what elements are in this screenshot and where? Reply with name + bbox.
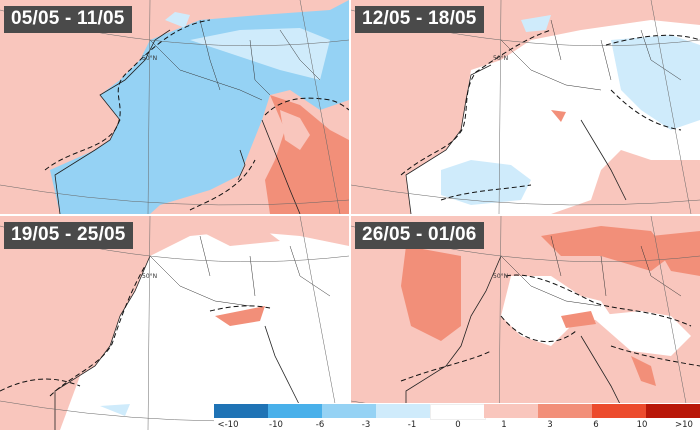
latitude-label: 50°N — [493, 55, 509, 62]
legend-tick: 3 — [547, 420, 553, 430]
anomaly-map-week3 — [0, 216, 349, 430]
legend-tick: -6 — [315, 420, 325, 430]
map-panel-week1: 50°N 05/05 - 11/05 — [0, 0, 349, 214]
legend-tick: -10 — [269, 420, 283, 430]
legend-tick: 10 — [636, 420, 648, 430]
legend-swatch — [646, 404, 700, 418]
legend-swatch — [538, 404, 592, 418]
week-title: 12/05 - 18/05 — [355, 6, 484, 33]
legend-tick: 6 — [593, 420, 599, 430]
week-title: 26/05 - 01/06 — [355, 222, 484, 249]
legend-tick: >10 — [675, 420, 693, 430]
map-panel-week2: 50°N 12/05 - 18/05 — [351, 0, 700, 214]
legend-swatch — [484, 404, 538, 418]
legend-tick: 1 — [501, 420, 507, 430]
anomaly-map-week4 — [351, 216, 700, 430]
legend-swatch — [376, 404, 430, 418]
legend-swatch — [322, 404, 376, 418]
week-title: 05/05 - 11/05 — [4, 6, 132, 33]
anomaly-map-week1 — [0, 0, 349, 214]
legend-tick: -1 — [407, 420, 417, 430]
legend-swatch — [214, 404, 268, 418]
map-panel-week3: 50°N 19/05 - 25/05 — [0, 216, 349, 430]
legend-tick: 0 — [455, 420, 461, 430]
legend-swatch — [430, 404, 486, 420]
legend-tick: -3 — [361, 420, 371, 430]
latitude-label: 50°N — [142, 55, 158, 62]
map-panel-week4: 50°N 26/05 - 01/06 — [351, 216, 700, 430]
anomaly-map-week2 — [351, 0, 700, 214]
color-legend: <-10 -10 -6 -3 -1 0 1 3 6 10 >10 — [214, 403, 700, 430]
legend-swatch — [592, 404, 646, 418]
legend-tick: <-10 — [217, 420, 239, 430]
legend-swatch — [268, 404, 322, 418]
week-title: 19/05 - 25/05 — [4, 222, 133, 249]
latitude-label: 50°N — [142, 273, 158, 280]
latitude-label: 50°N — [493, 273, 509, 280]
